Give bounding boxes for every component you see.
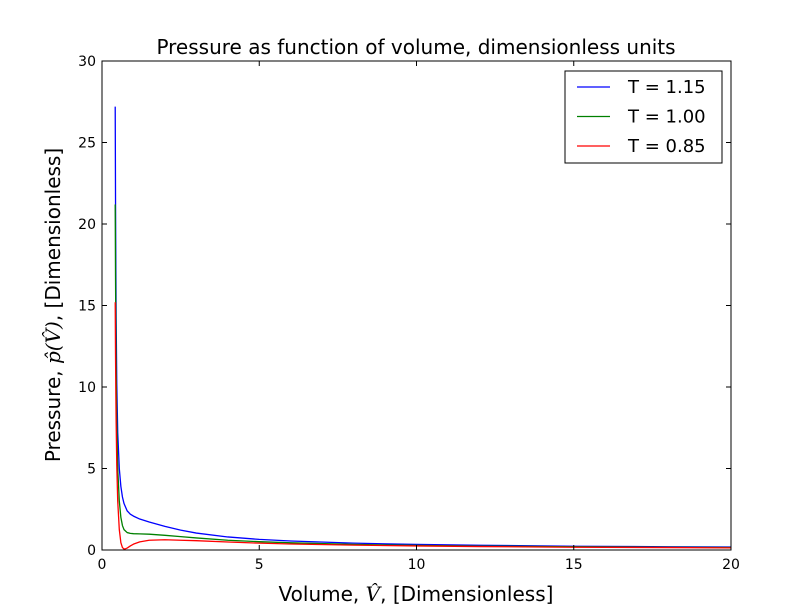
y-tick-label: 0: [87, 543, 96, 559]
x-tick-label: 10: [408, 557, 426, 573]
legend-label: T = 1.15: [627, 77, 706, 98]
legend-label: T = 0.85: [627, 136, 706, 157]
series-layer: [114, 106, 731, 550]
y-axis-label-prefix: Pressure,: [41, 364, 65, 462]
x-axis-label-suffix: , [Dimensionless]: [380, 582, 553, 606]
series-line-3: [114, 302, 731, 550]
y-tick-label: 5: [87, 462, 96, 478]
x-tick-label: 0: [98, 557, 107, 573]
y-axis-label-symbol: p̂(V̂): [41, 321, 65, 364]
x-tick-label: 15: [565, 557, 583, 573]
y-tick-label: 25: [78, 136, 96, 152]
x-tick-label: 20: [722, 557, 740, 573]
y-tick-label: 30: [78, 54, 96, 70]
legend-label: T = 1.00: [627, 107, 706, 128]
x-axis-label-symbol: V̂: [366, 582, 383, 606]
x-axis-label-prefix: Volume,: [279, 582, 366, 606]
x-axis-label: Volume, V̂, [Dimensionless]: [279, 582, 554, 606]
y-tick-label: 15: [78, 299, 96, 315]
y-tick-label: 20: [78, 217, 96, 233]
chart-title: Pressure as function of volume, dimensio…: [156, 35, 675, 59]
y-tick-label: 10: [78, 380, 96, 396]
y-axis-label: Pressure, p̂(V̂), [Dimensionless]: [41, 148, 65, 462]
plot-frame: [101, 60, 732, 551]
x-tick-label: 5: [255, 557, 264, 573]
legend: T = 1.15 T = 1.00 T = 0.85: [564, 70, 723, 164]
y-axis-label-suffix: , [Dimensionless]: [41, 148, 65, 321]
